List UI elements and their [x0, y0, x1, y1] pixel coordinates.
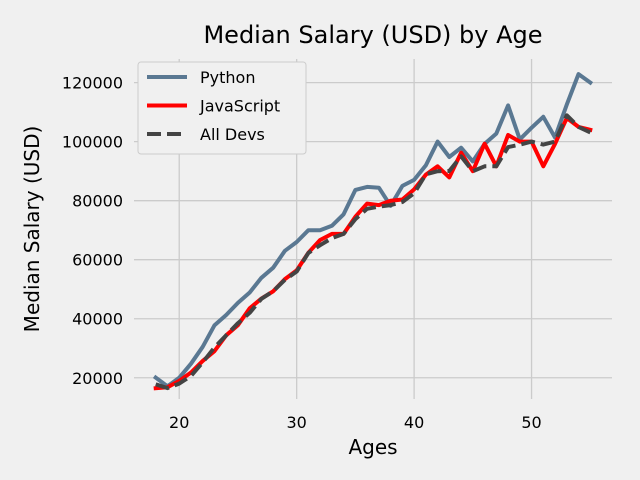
x-tick-label: 20 [169, 413, 189, 432]
series-layer [152, 72, 594, 391]
tick-layer: 20 30 40 50 20000 40000 60000 80000 100000 120000 [62, 74, 542, 432]
series-line-all-devs [155, 113, 592, 391]
legend-box [137, 61, 307, 155]
chart-title: Median Salary (USD) by Age [203, 21, 542, 49]
legend-label: All Devs [200, 125, 265, 144]
x-axis-label: Ages [348, 435, 397, 459]
y-tick-label: 40000 [72, 310, 123, 329]
x-tick-label: 30 [286, 413, 306, 432]
y-tick-label: 20000 [72, 369, 123, 388]
y-tick-label: 100000 [62, 133, 123, 152]
legend-label: JavaScript [199, 97, 280, 116]
y-axis-label: Median Salary (USD) [20, 126, 44, 333]
series-line-javascript [153, 116, 593, 391]
legend-label: Python [200, 68, 255, 87]
x-tick-label: 50 [521, 413, 541, 432]
legend: Python JavaScript All Devs [137, 61, 307, 155]
y-tick-label: 60000 [72, 251, 123, 270]
y-tick-label: 120000 [62, 74, 123, 93]
y-tick-label: 80000 [72, 192, 123, 211]
x-tick-label: 40 [404, 413, 424, 432]
series-line-python [152, 72, 594, 389]
